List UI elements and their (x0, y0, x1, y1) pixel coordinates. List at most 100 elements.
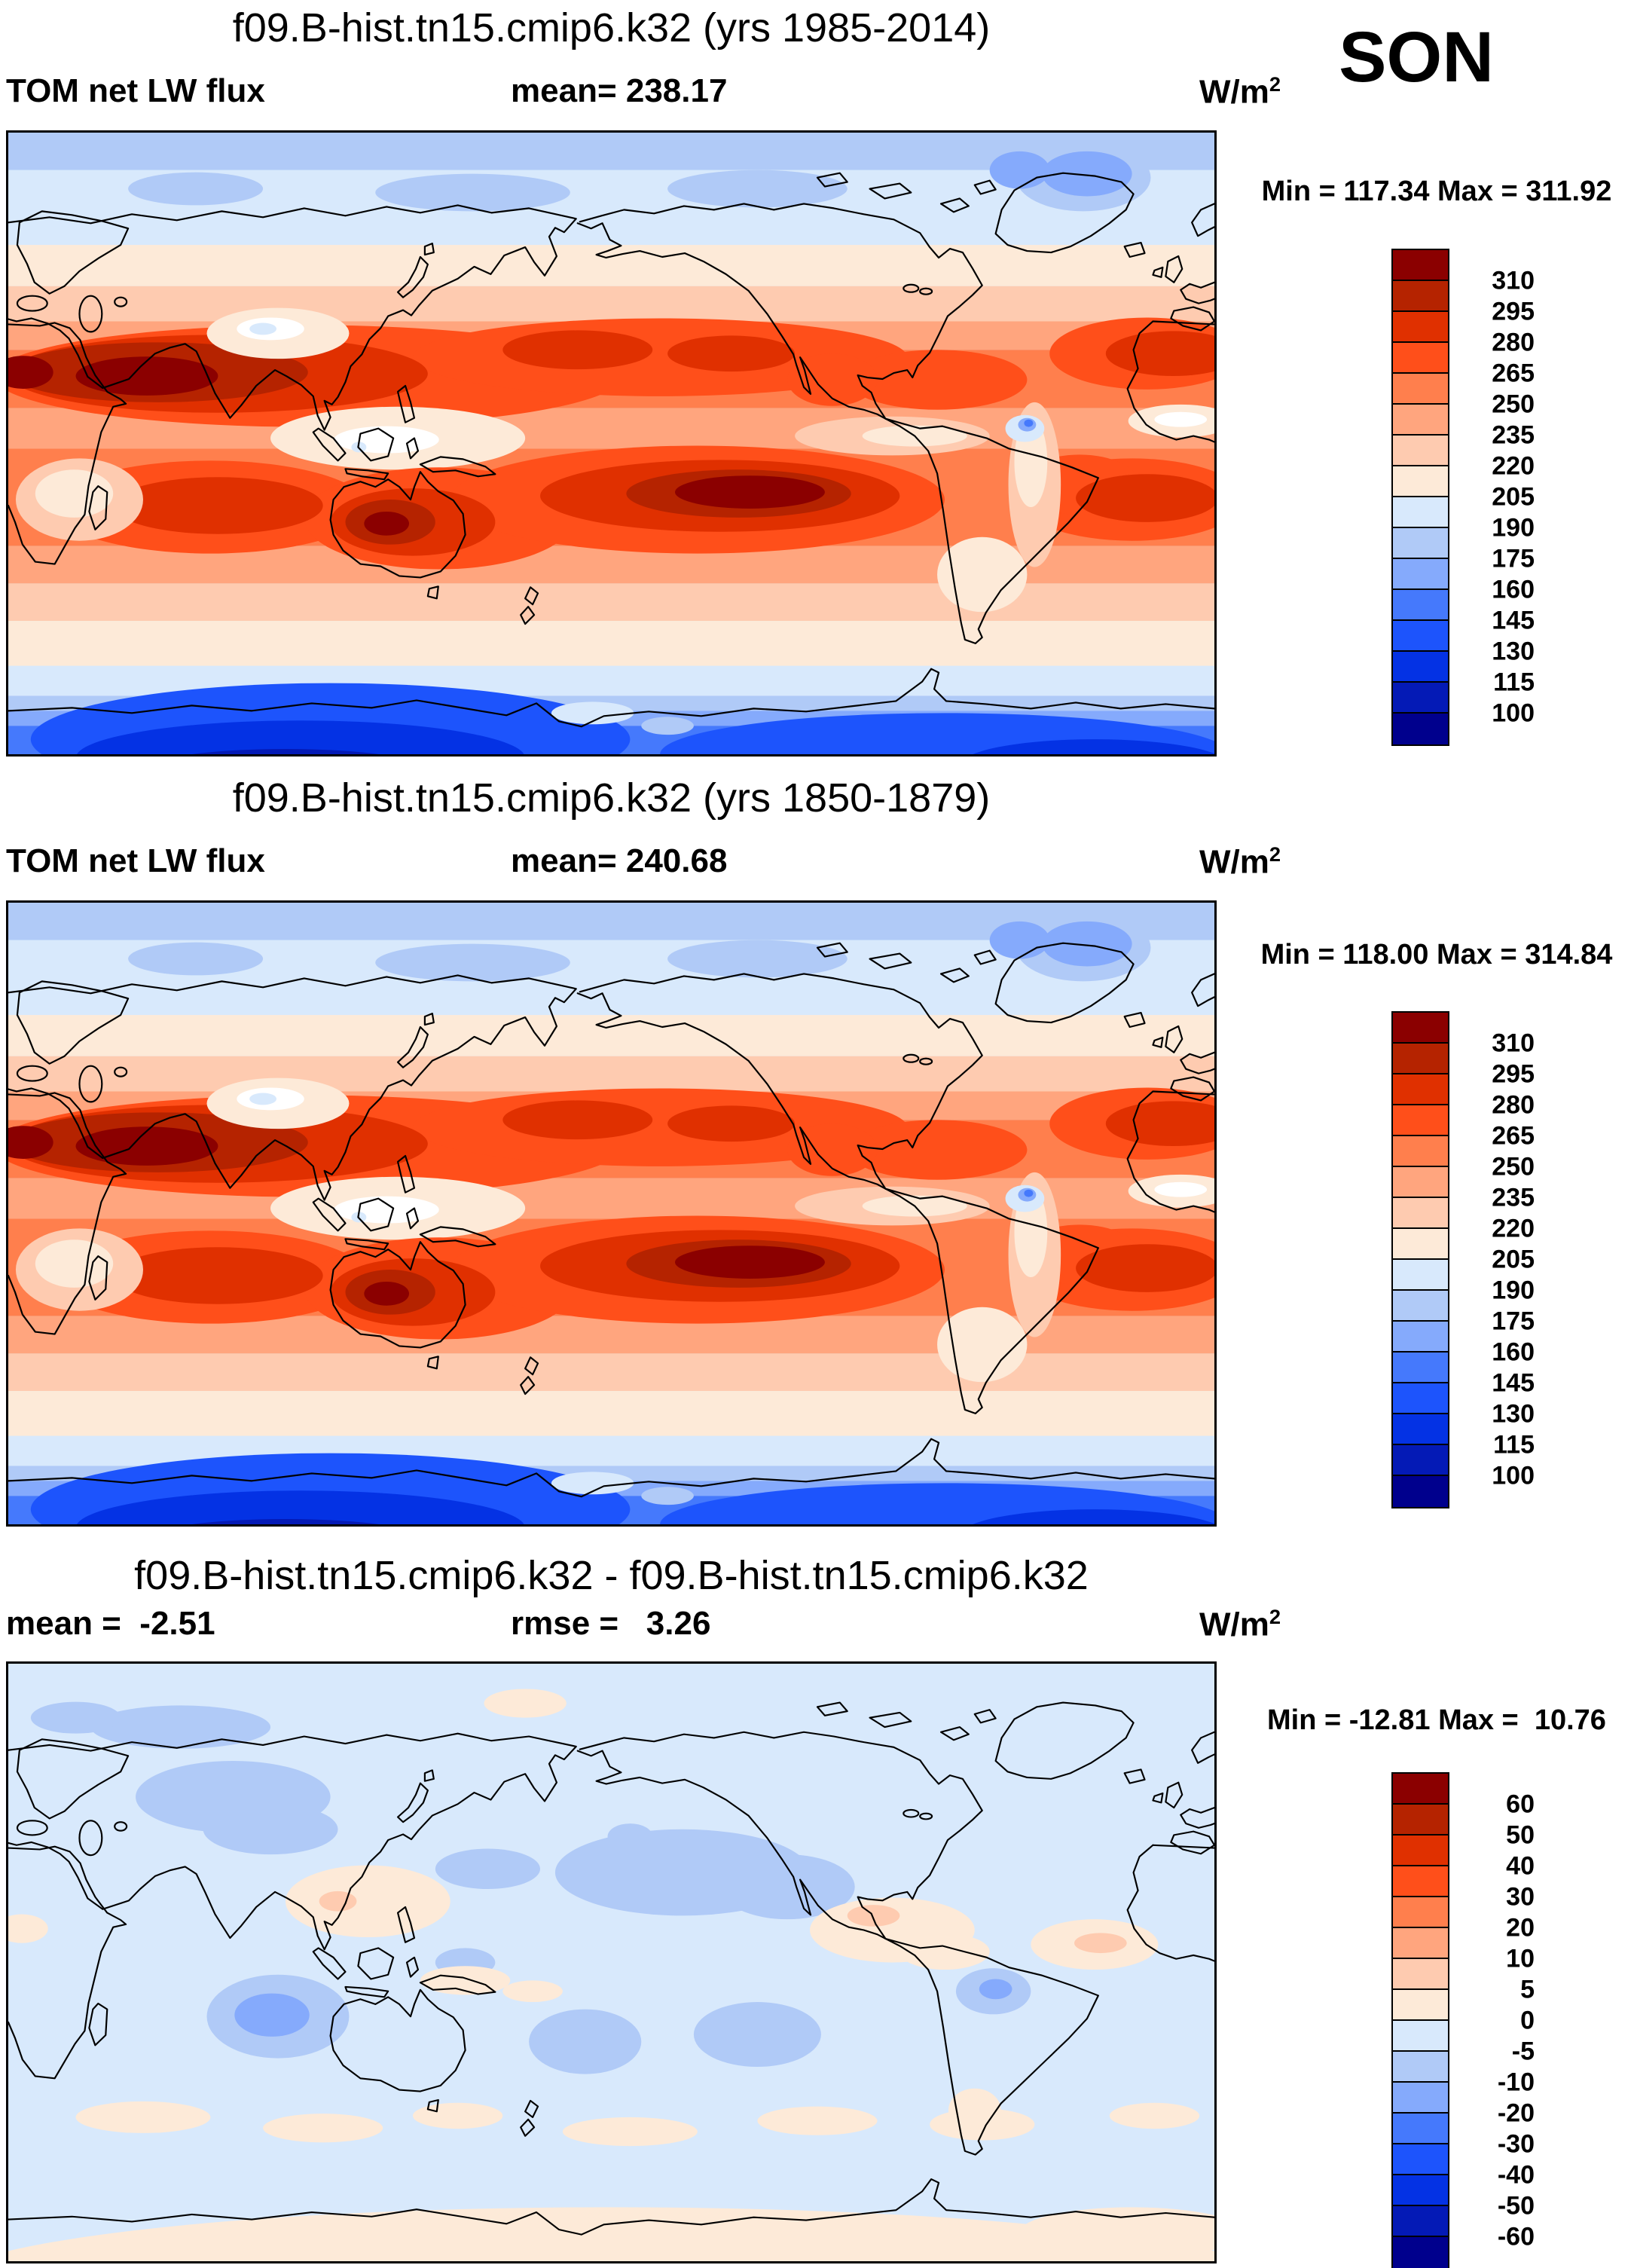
colorbar-segment (1393, 683, 1448, 714)
colorbar-tick-label: 235 (1492, 420, 1535, 450)
colorbar-segment (1393, 1013, 1448, 1044)
panel2-mean-label: mean= 240.68 (511, 842, 728, 879)
panel1-variable-label: TOM net LW flux (6, 72, 265, 109)
world-map-difference (8, 1664, 1214, 2261)
colorbar-tick-label: 20 (1506, 1913, 1535, 1942)
panel1-title: f09.B-hist.tn15.cmip6.k32 (yrs 1985-2014… (232, 5, 991, 50)
colorbar-segment (1393, 1866, 1448, 1897)
colorbar-segment (1393, 466, 1448, 497)
colorbar-tick-label: -30 (1497, 2129, 1535, 2159)
colorbar-segment (1393, 1105, 1448, 1136)
colorbar-tick-label: 295 (1492, 297, 1535, 326)
colorbar-segment (1393, 1136, 1448, 1167)
colorbar-segment (1393, 343, 1448, 374)
colorbar-segment (1393, 2175, 1448, 2206)
colorbar-tick-label: 130 (1492, 1399, 1535, 1429)
colorbar-segment (1393, 1835, 1448, 1866)
colorbar-tick-label: 160 (1492, 1337, 1535, 1367)
panel3-minmax-label: Min = -12.81 Max = 10.76 (1267, 1704, 1606, 1736)
colorbar-tick-label: -20 (1497, 2098, 1535, 2128)
colorbar-tick-label: 220 (1492, 1214, 1535, 1243)
panel3-units-label: W/m2 (1199, 1605, 1281, 1643)
colorbar-tick-label: 10 (1506, 1944, 1535, 1973)
colorbar-segment (1393, 2114, 1448, 2144)
panel2-title: f09.B-hist.tn15.cmip6.k32 (yrs 1850-1879… (232, 775, 991, 821)
colorbar-tick-label: 115 (1493, 1430, 1535, 1460)
season-label: SON (1339, 17, 1494, 97)
colorbar-segment (1393, 374, 1448, 405)
colorbar-tick-label: 250 (1492, 390, 1535, 419)
colorbar-tick-label: 100 (1492, 698, 1535, 728)
panel2-subtitle-row: TOM net LW flux mean= 240.68 W/m2 (6, 842, 1281, 885)
colorbar-tick-label: 265 (1492, 359, 1535, 388)
colorbar-segment (1393, 1167, 1448, 1198)
panel3-map (6, 1661, 1217, 2263)
colorbar-tick-label: 235 (1492, 1183, 1535, 1212)
colorbar-segment (1393, 621, 1448, 652)
colorbar-segment (1393, 281, 1448, 312)
colorbar-tick-label: 5 (1520, 1975, 1535, 2004)
colorbar-segment (1393, 250, 1448, 281)
world-map-flux-1850-1879 (8, 903, 1214, 1524)
colorbar-tick-label: 30 (1506, 1882, 1535, 1912)
colorbar-tick-label: 265 (1492, 1121, 1535, 1151)
panel1-map (6, 130, 1217, 757)
colorbar-segment (1393, 1990, 1448, 2021)
colorbar-tick-label: -5 (1511, 2037, 1535, 2066)
colorbar-tick-label: 190 (1492, 513, 1535, 543)
colorbar-tick-label: 220 (1492, 451, 1535, 481)
panel3-colorbar: 60 50 40 30 20 10 5 0 -5 -10 -20 -30 -40 -50 -60 (1391, 1772, 1587, 2268)
colorbar-tick-label: 310 (1492, 266, 1535, 295)
colorbar-segment (1393, 1445, 1448, 1476)
colorbar-tick-label: 100 (1492, 1461, 1535, 1490)
panel1-subtitle-row: TOM net LW flux mean= 238.17 W/m2 (6, 72, 1281, 115)
panel2-units-label: W/m2 (1199, 842, 1281, 881)
panel2-colorbar-swatches (1391, 1011, 1449, 1508)
panel1-units-label: W/m2 (1199, 72, 1281, 111)
colorbar-segment (1393, 1897, 1448, 1928)
colorbar-segment (1393, 312, 1448, 343)
panel1-mean-label: mean= 238.17 (511, 72, 728, 109)
colorbar-tick-label: -40 (1497, 2160, 1535, 2190)
colorbar-tick-label: -10 (1497, 2068, 1535, 2097)
colorbar-tick-label: 280 (1492, 1090, 1535, 1120)
colorbar-tick-label: -50 (1497, 2191, 1535, 2221)
panel1-minmax-label: Min = 117.34 Max = 311.92 (1261, 176, 1612, 207)
colorbar-segment (1393, 1774, 1448, 1805)
colorbar-segment (1393, 497, 1448, 528)
colorbar-tick-label: 115 (1493, 668, 1535, 697)
colorbar-segment (1393, 590, 1448, 621)
panel3-rmse-label: rmse = 3.26 (511, 1605, 711, 1642)
colorbar-segment (1393, 1260, 1448, 1291)
colorbar-tick-label: 145 (1492, 606, 1535, 635)
colorbar-segment (1393, 1291, 1448, 1322)
panel1-colorbar-swatches (1391, 249, 1449, 746)
colorbar-segment (1393, 1074, 1448, 1105)
colorbar-segment (1393, 2206, 1448, 2237)
colorbar-segment (1393, 559, 1448, 590)
panel2-colorbar: 310 295 280 265 250 235 220 205 190 175 160 145 130 1… (1391, 1011, 1587, 1509)
colorbar-tick-label: 175 (1492, 1307, 1535, 1336)
colorbar-tick-label: 205 (1492, 1245, 1535, 1274)
colorbar-segment (1393, 2021, 1448, 2052)
panel3-mean-label: mean = -2.51 (6, 1605, 215, 1642)
colorbar-tick-label: 60 (1506, 1790, 1535, 1819)
colorbar-segment (1393, 2144, 1448, 2175)
panel2-map (6, 900, 1217, 1527)
colorbar-segment (1393, 1229, 1448, 1260)
colorbar-tick-label: 190 (1492, 1276, 1535, 1305)
colorbar-segment (1393, 1322, 1448, 1353)
colorbar-tick-label: 130 (1492, 637, 1535, 666)
panel1-colorbar: 310 295 280 265 250 235 220 205 190 175 160 145 130 1… (1391, 249, 1587, 747)
colorbar-segment (1393, 1414, 1448, 1445)
colorbar-segment (1393, 528, 1448, 559)
panel3-title: f09.B-hist.tn15.cmip6.k32 - f09.B-hist.t… (134, 1553, 1089, 1598)
colorbar-segment (1393, 652, 1448, 683)
colorbar-tick-label: 40 (1506, 1851, 1535, 1881)
colorbar-segment (1393, 1044, 1448, 1074)
colorbar-tick-label: 50 (1506, 1820, 1535, 1850)
colorbar-segment (1393, 436, 1448, 466)
colorbar-segment (1393, 1198, 1448, 1229)
colorbar-segment (1393, 2052, 1448, 2083)
